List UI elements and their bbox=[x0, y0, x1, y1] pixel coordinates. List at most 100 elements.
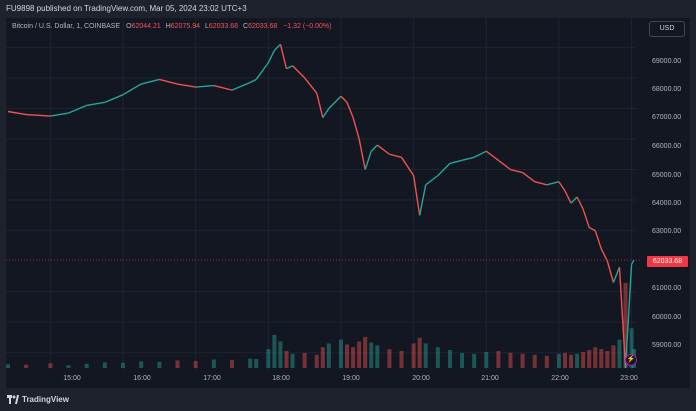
volume-bar bbox=[284, 351, 289, 368]
price-segment bbox=[177, 83, 196, 88]
time-tick: 20:00 bbox=[412, 375, 430, 382]
price-segment bbox=[358, 138, 366, 170]
volume-bar bbox=[48, 363, 53, 368]
price-axis[interactable]: 69000.00 68000.00 67000.00 66000.00 6500… bbox=[640, 40, 690, 372]
price-tick: 69000.00 bbox=[652, 58, 682, 65]
price-segment bbox=[400, 156, 415, 177]
symbol-label[interactable]: Bitcoin / U.S. Dollar, 1, COINBASE bbox=[12, 23, 121, 30]
volume-bar bbox=[157, 361, 162, 368]
close-label: C bbox=[243, 23, 249, 30]
volume-bar bbox=[423, 343, 428, 368]
flash-icon[interactable]: ⚡ bbox=[625, 354, 637, 366]
price-segment bbox=[461, 156, 475, 162]
price-segment bbox=[630, 259, 635, 265]
price-segment bbox=[522, 172, 536, 183]
price-tick: 65000.00 bbox=[652, 172, 682, 179]
price-segment bbox=[279, 44, 288, 69]
volume-bar bbox=[278, 341, 283, 368]
publisher-line: FU9898 published on TradingView.com, Mar… bbox=[0, 0, 696, 18]
footer: TradingView bbox=[0, 388, 696, 411]
open-value: 62044.21 bbox=[131, 23, 161, 30]
volume-bar bbox=[66, 365, 71, 368]
price-segment bbox=[418, 184, 427, 216]
volume-bar bbox=[326, 343, 331, 368]
price-segment bbox=[389, 153, 402, 158]
volume-bar bbox=[629, 328, 634, 368]
volume-bar bbox=[320, 347, 325, 368]
volume-bar bbox=[387, 349, 392, 368]
price-segment bbox=[292, 65, 306, 79]
price-segment bbox=[267, 50, 276, 63]
price-segment bbox=[437, 162, 451, 177]
high-label: H bbox=[165, 23, 171, 30]
price-chart[interactable] bbox=[6, 18, 690, 388]
volume-bar bbox=[611, 345, 616, 368]
price-segment bbox=[213, 84, 233, 91]
price-segment bbox=[122, 83, 142, 96]
price-tick: 61000.00 bbox=[652, 285, 682, 292]
volume-bar bbox=[472, 353, 477, 368]
price-segment bbox=[255, 62, 269, 80]
footer-brand: TradingView bbox=[22, 395, 69, 404]
currency-button[interactable]: USD bbox=[649, 21, 685, 37]
volume-bar bbox=[254, 359, 259, 368]
high-value: 62075.94 bbox=[170, 23, 200, 30]
volume-bar bbox=[102, 362, 107, 368]
price-segment bbox=[322, 108, 330, 118]
price-segment bbox=[273, 43, 281, 51]
price-segment bbox=[618, 267, 627, 369]
time-tick: 18:00 bbox=[272, 375, 290, 382]
time-tick: 21:00 bbox=[481, 375, 499, 382]
volume-bar bbox=[435, 347, 440, 368]
volume-bar bbox=[447, 350, 452, 368]
low-value: 62033.68 bbox=[208, 23, 239, 30]
volume-bar bbox=[363, 336, 368, 368]
price-segment bbox=[534, 181, 547, 186]
volume-bar bbox=[193, 360, 198, 368]
price-segment bbox=[50, 112, 69, 117]
volume-bar bbox=[175, 360, 180, 368]
tradingview-logo-icon bbox=[7, 395, 19, 404]
volume-bar bbox=[375, 345, 380, 368]
price-segment bbox=[352, 117, 360, 140]
chart-area[interactable] bbox=[6, 18, 690, 388]
price-segment bbox=[7, 110, 27, 116]
price-tick: 60000.00 bbox=[652, 314, 682, 321]
price-segment bbox=[606, 260, 615, 283]
volume-bar bbox=[593, 347, 598, 368]
price-segment bbox=[159, 78, 178, 85]
price-tick: 66000.00 bbox=[652, 143, 682, 150]
volume-bar bbox=[617, 339, 622, 368]
time-tick: 17:00 bbox=[203, 375, 221, 382]
time-tick: 19:00 bbox=[342, 375, 360, 382]
price-segment bbox=[328, 95, 342, 109]
price-segment bbox=[304, 77, 318, 94]
volume-bar bbox=[411, 343, 416, 368]
price-segment bbox=[364, 150, 372, 170]
volume-bar bbox=[460, 352, 465, 368]
volume-bar bbox=[357, 341, 362, 368]
price-segment bbox=[449, 159, 463, 165]
price-segment bbox=[412, 175, 421, 216]
volume-bar bbox=[496, 351, 501, 368]
price-segment bbox=[564, 190, 572, 204]
volume-bar bbox=[248, 358, 253, 368]
price-segment bbox=[497, 159, 511, 171]
price-segment bbox=[570, 196, 578, 204]
volume-bar bbox=[605, 351, 610, 368]
volume-bar bbox=[139, 361, 144, 368]
price-segment bbox=[510, 168, 523, 174]
time-tick: 23:00 bbox=[620, 375, 638, 382]
price-tick: 64000.00 bbox=[652, 200, 682, 207]
price-segment bbox=[195, 84, 214, 88]
volume-bar bbox=[508, 352, 513, 368]
price-segment bbox=[558, 181, 566, 192]
volume-bar bbox=[24, 364, 29, 368]
price-segment bbox=[370, 144, 378, 152]
price-segment bbox=[68, 104, 87, 114]
time-axis[interactable]: 15:00 16:00 17:00 18:00 19:00 20:00 21:0… bbox=[6, 372, 640, 386]
price-segment bbox=[286, 65, 293, 70]
volume-bar bbox=[544, 355, 549, 368]
volume-bar bbox=[314, 354, 319, 368]
volume-bar bbox=[211, 359, 216, 368]
